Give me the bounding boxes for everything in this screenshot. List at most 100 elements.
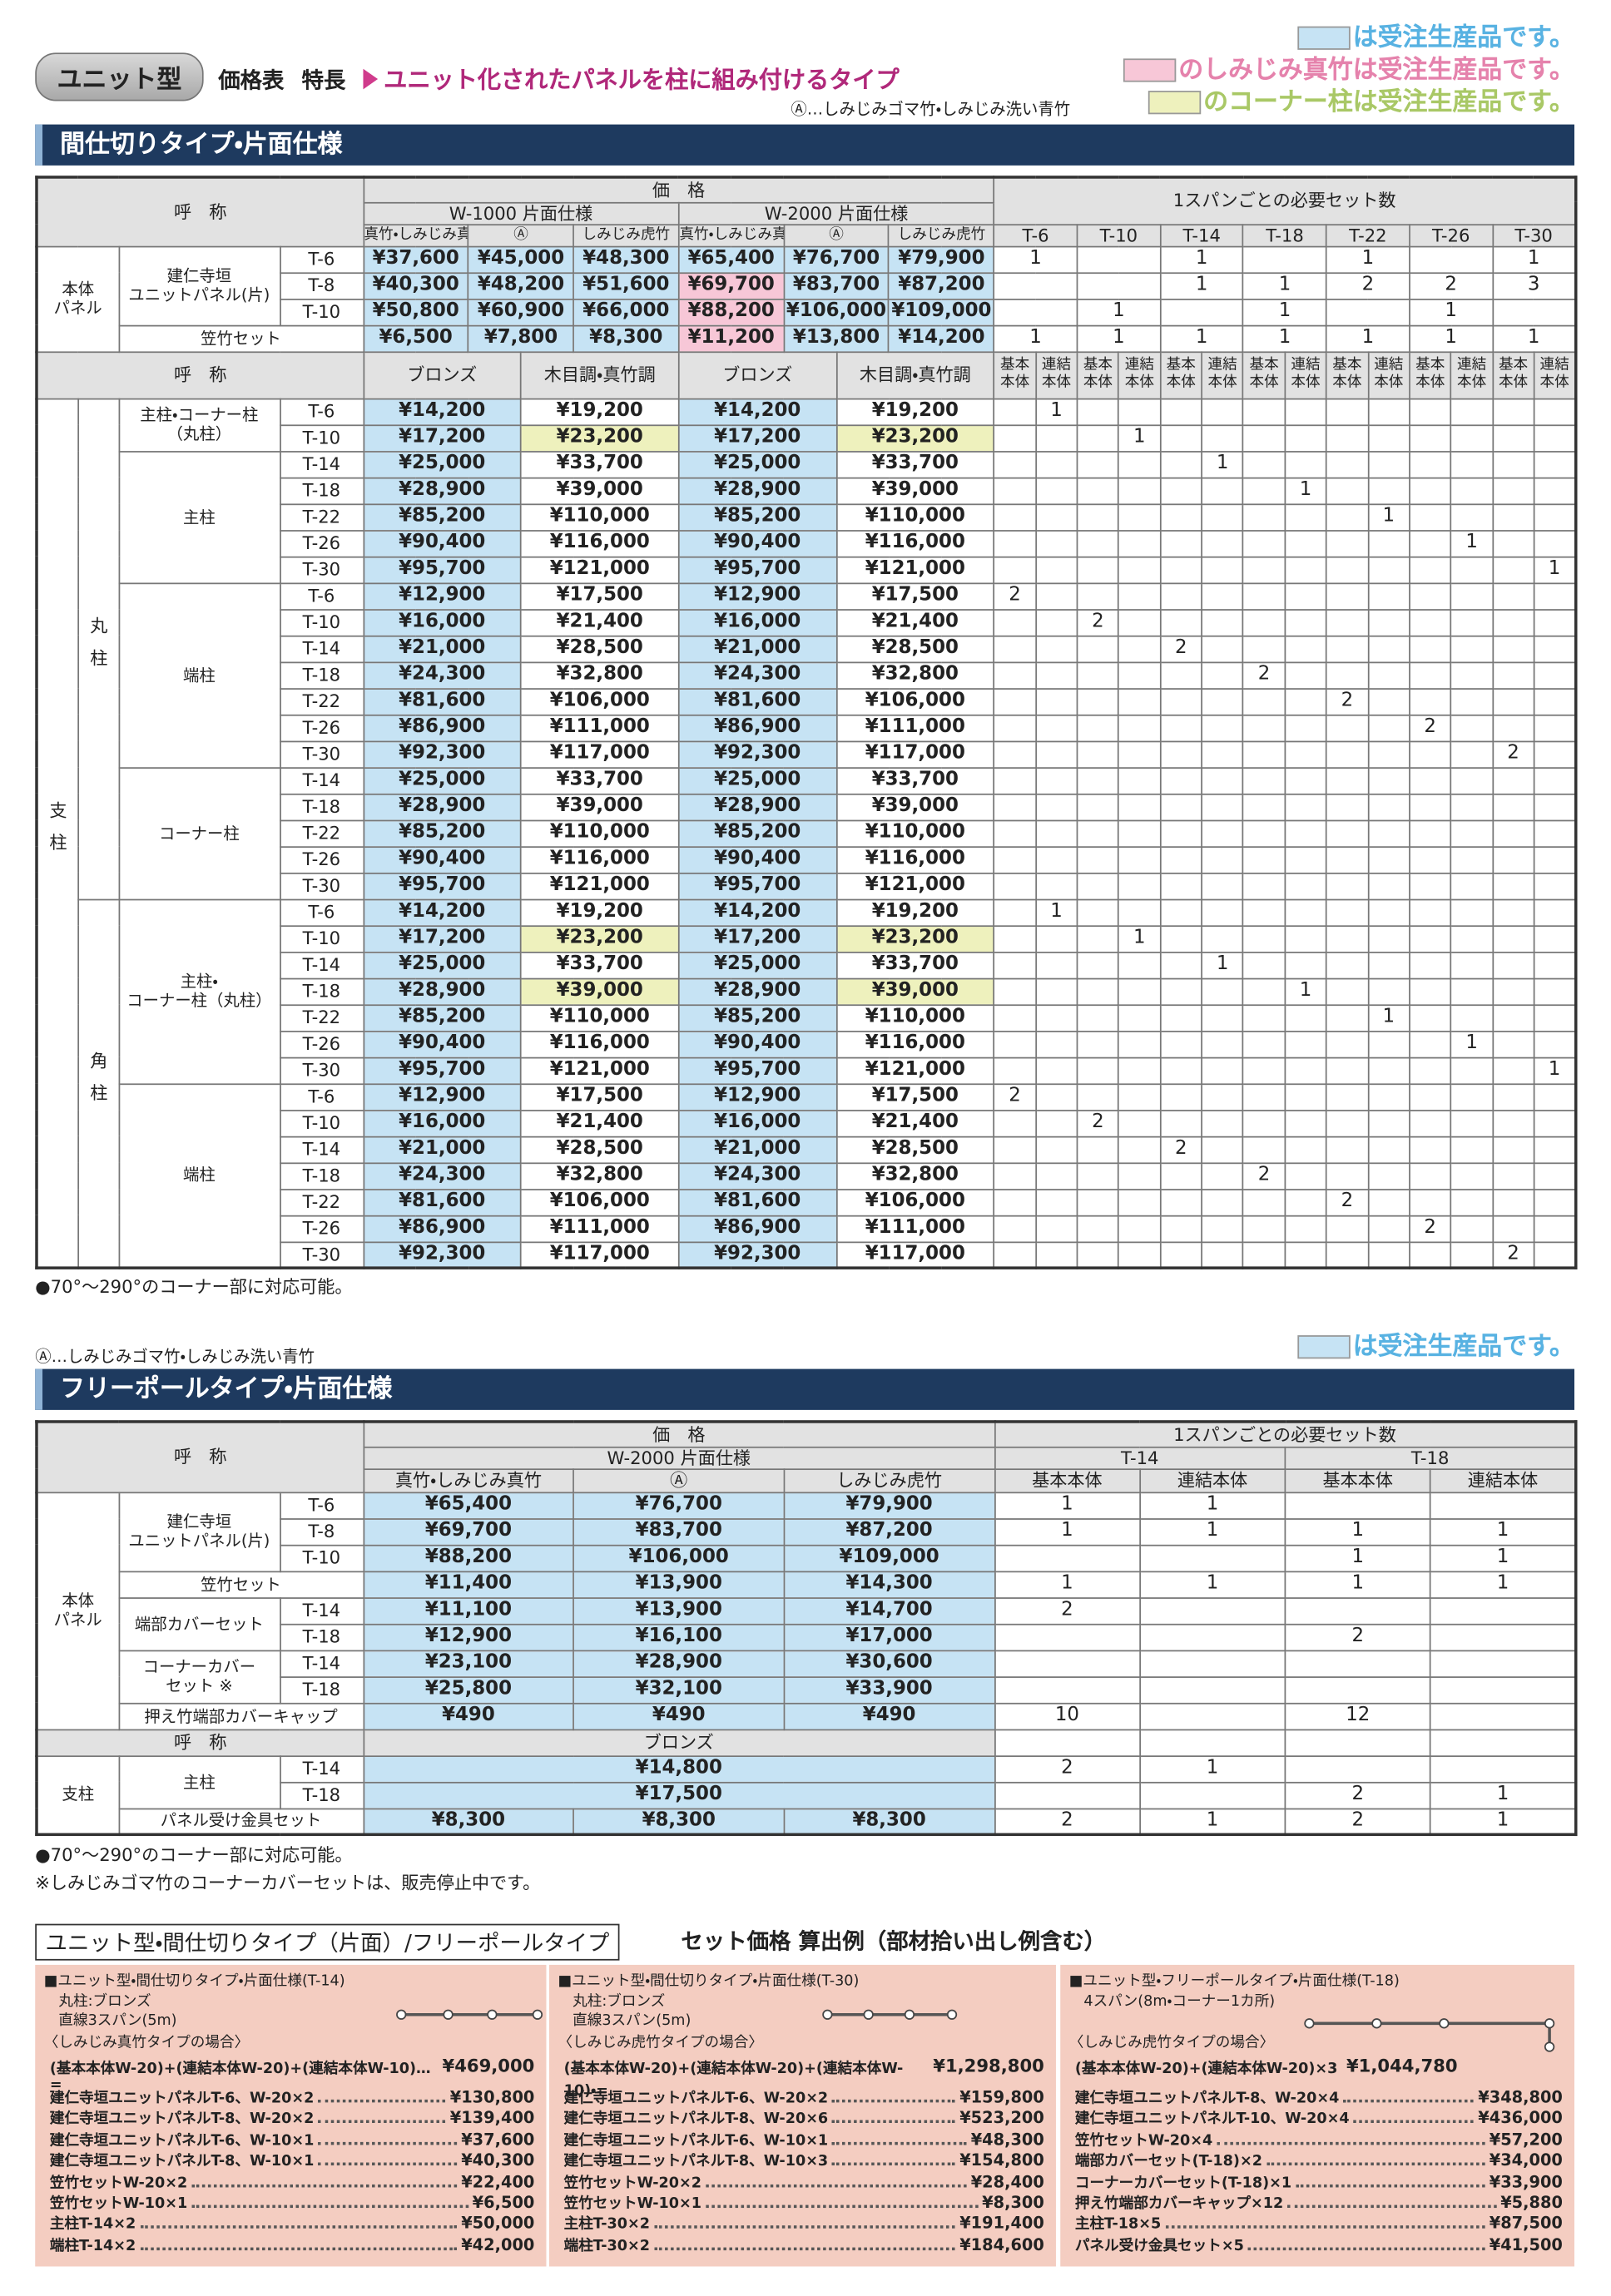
layout-diagram: [1304, 2018, 1555, 2052]
table-cell: [1450, 608, 1494, 636]
table-cell: T-26: [279, 714, 364, 742]
table-cell: [1201, 845, 1245, 873]
case-type: 〈しみじみ真竹タイプの場合〉: [43, 2035, 250, 2051]
table-cell: 端部カバーセット: [117, 1596, 281, 1651]
table-cell: [994, 1649, 1141, 1678]
table-cell: T-18: [279, 977, 364, 1006]
table-cell: [1326, 951, 1369, 979]
item-name: 端柱T-30×2: [563, 2238, 651, 2255]
cell-line: コーナー柱: [158, 824, 240, 843]
item-name: 主柱T-14×2: [49, 2217, 136, 2234]
table-cell: [993, 793, 1037, 821]
table-cell: ¥28,500: [835, 634, 995, 663]
leader: [654, 2225, 955, 2229]
table-cell: [1242, 845, 1286, 873]
table-cell: ¥65,400: [677, 245, 785, 274]
table-cell: 呼 称: [36, 1728, 364, 1757]
table-cell: [1201, 1240, 1245, 1269]
table-cell: [1491, 1003, 1535, 1032]
table-cell: ¥121,000: [520, 555, 680, 584]
table-cell: 1: [1118, 924, 1162, 953]
table-cell: 連結本体: [1118, 350, 1162, 399]
table-cell: T-22: [279, 687, 364, 715]
table-cell: 1: [1366, 1003, 1410, 1032]
table-cell: [1118, 634, 1162, 663]
table-cell: [1326, 298, 1410, 326]
table-cell: 2: [1408, 1214, 1452, 1243]
table-cell: [1242, 793, 1286, 821]
table-cell: T-10: [279, 924, 364, 953]
table-cell: [1076, 1135, 1120, 1164]
cell-line: 笠竹セット: [201, 329, 281, 348]
table-cell: [1076, 819, 1120, 848]
table-cell: [1034, 608, 1078, 636]
table-cell: 基本本体: [1242, 350, 1286, 399]
table-cell: [1159, 924, 1203, 953]
table-cell: 連結本体: [1138, 1467, 1286, 1493]
table-cell: ¥14,300: [783, 1570, 995, 1599]
table-row: T-18 ¥24,300 ¥32,800 ¥24,300 ¥32,800 2: [37, 661, 1577, 690]
cell-line: 本体: [62, 1591, 95, 1611]
table-cell: T-6: [993, 223, 1078, 247]
table-cell: T-10: [279, 298, 364, 326]
table-cell: [1201, 1030, 1245, 1058]
table-cell: ¥86,900: [677, 1214, 837, 1243]
arrow-icon: [363, 68, 379, 90]
section-title: 間仕切りタイプ・片面仕様: [35, 124, 1575, 166]
table-cell: [1076, 245, 1162, 274]
table-cell: [1242, 687, 1286, 715]
table-cell: 連結本体: [1284, 350, 1327, 399]
cell-line: 基本: [1332, 357, 1362, 374]
case-item: 建仁寺垣ユニットパネルT-6、W-20×2 ¥159,800: [564, 2086, 1044, 2107]
table-cell: 真竹・しみじみ真竹: [362, 1467, 575, 1493]
table-cell: [1201, 1056, 1245, 1085]
case-item: 主柱T-18×5 ¥87,500: [1075, 2213, 1563, 2234]
leader: [318, 2099, 446, 2103]
table-row: T-18 ¥12,900 ¥16,100 ¥17,000 2: [37, 1622, 1577, 1651]
table-cell: ¥106,000: [573, 1543, 786, 1572]
table-cell: [993, 951, 1037, 979]
formula-total: ¥469,000: [442, 2056, 535, 2076]
table-cell: [1408, 555, 1452, 584]
table-cell: [1034, 1109, 1078, 1137]
item-name: 建仁寺垣ユニットパネルT-8、W-10×1: [49, 2154, 315, 2170]
cell-line: 本体: [1332, 374, 1362, 391]
table-cell: [1408, 951, 1452, 979]
table-row: 本体 パネル 建仁寺垣 ユニットパネル(片) T-6 ¥65,400 ¥76,700 ¥79,…: [36, 1491, 1577, 1730]
table-cell: [1450, 740, 1494, 769]
table-cell: しみじみ虎竹: [888, 223, 995, 247]
table-cell: 2: [994, 1754, 1141, 1783]
table-cell: [1533, 819, 1577, 848]
table-cell: ¥14,700: [783, 1596, 995, 1625]
table-cell: [1366, 845, 1410, 873]
table-cell: ¥33,700: [835, 951, 995, 979]
item-price: ¥87,500: [1489, 2214, 1563, 2234]
table-cell: ¥24,300: [362, 661, 522, 690]
case-item: パネル受け金具セット×5 ¥41,500: [1075, 2234, 1563, 2254]
table-cell: [1138, 1596, 1286, 1625]
table-cell: [1450, 1003, 1494, 1032]
table-cell: ¥32,800: [520, 1161, 680, 1190]
table-cell: [1450, 1056, 1494, 1085]
table-cell: 1: [994, 1570, 1141, 1599]
table-row: T-30 ¥92,300 ¥117,000 ¥92,300 ¥117,000 2: [37, 740, 1577, 769]
case-item: 建仁寺垣ユニットパネルT-6、W-10×1 ¥37,600: [50, 2129, 535, 2149]
table-cell: 1: [1408, 298, 1494, 326]
table-cell: [1138, 1543, 1286, 1572]
cell-line: 本体: [1374, 374, 1404, 391]
table-cell: [1034, 581, 1078, 611]
table-cell: [1076, 977, 1120, 1006]
table-cell: [1450, 714, 1494, 742]
case-heading: ■ユニット型・間仕切りタイプ・片面仕様(T-14): [43, 1973, 345, 1990]
footnote: ●70°～290°のコーナー部に対応可能。: [35, 1844, 353, 1866]
table-cell: [1076, 1030, 1120, 1058]
table-cell: [1408, 1240, 1452, 1269]
table-cell: [993, 450, 1037, 478]
table-cell: [1366, 687, 1410, 715]
table-cell: ¥39,000: [520, 476, 680, 505]
table-cell: [1201, 1109, 1245, 1137]
table-cell: [1450, 1161, 1494, 1190]
table-cell: [1159, 555, 1203, 584]
table-cell: ¥40,300: [362, 271, 469, 299]
table-cell: [1284, 423, 1327, 452]
